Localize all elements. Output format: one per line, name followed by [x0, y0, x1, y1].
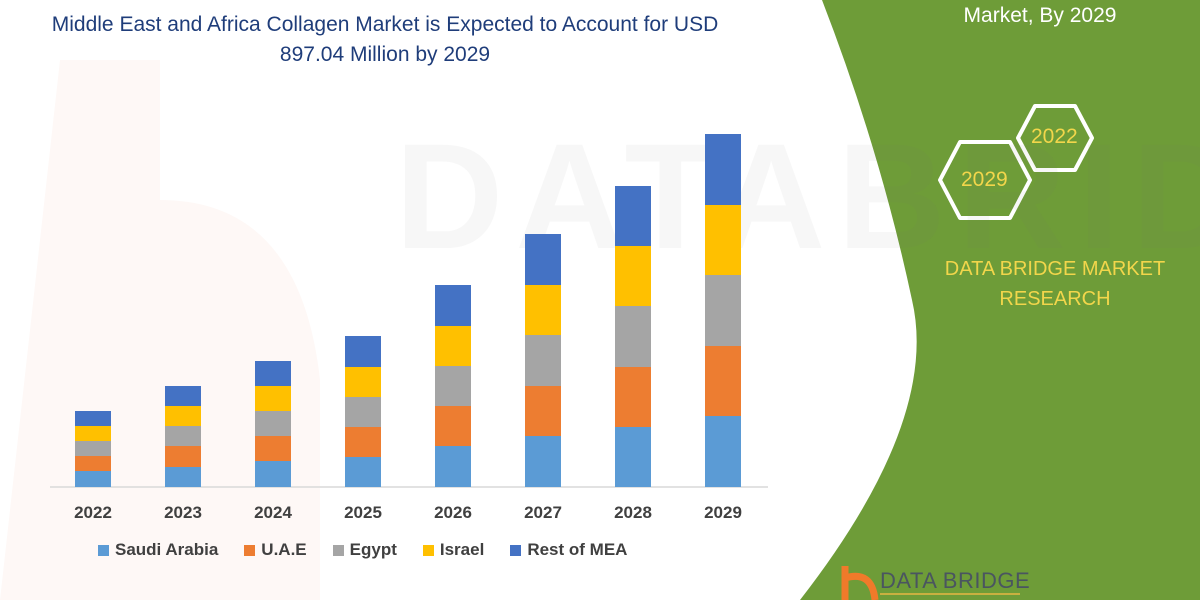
bar-segment-2023-egypt	[165, 426, 201, 446]
hexagon-2022	[1016, 104, 1094, 172]
legend-label: U.A.E	[261, 540, 307, 559]
bar-segment-2025-saudi-arabia	[345, 457, 381, 487]
bar-segment-2027-rest-of-mea	[525, 234, 561, 285]
x-tick-label: 2022	[74, 503, 112, 522]
x-tick-label: 2027	[524, 503, 562, 522]
bar-segment-2024-israel	[255, 386, 291, 411]
x-tick-label: 2025	[344, 503, 382, 522]
legend-item: Saudi Arabia	[98, 540, 218, 560]
logo-text: DATA BRIDGE	[880, 568, 1031, 593]
bar-segment-2022-u-a-e	[75, 456, 111, 471]
legend-label: Israel	[439, 540, 485, 559]
x-tick-label: 2029	[704, 503, 742, 522]
bar-segment-2025-rest-of-mea	[345, 336, 381, 367]
bar-segment-2025-israel	[345, 367, 381, 397]
bar-segment-2024-rest-of-mea	[255, 361, 291, 386]
bar-segment-2023-israel	[165, 406, 201, 426]
bar-segment-2028-egypt	[615, 306, 651, 367]
bar-segment-2027-egypt	[525, 335, 561, 386]
bar-segment-2028-u-a-e	[615, 367, 651, 427]
bar-segment-2027-u-a-e	[525, 386, 561, 436]
bar-segment-2026-israel	[435, 326, 471, 366]
legend-label: Egypt	[349, 540, 397, 559]
data-bridge-logo-icon	[841, 566, 879, 600]
legend-swatch	[510, 544, 522, 556]
hex-label-2022: 2022	[1031, 125, 1078, 148]
bar-segment-2026-egypt	[435, 366, 471, 406]
legend-item: U.A.E	[244, 540, 307, 560]
bar-segment-2028-rest-of-mea	[615, 186, 651, 246]
brand-text: DATA BRIDGE MARKET RESEARCH	[944, 258, 1166, 310]
bar-segment-2023-saudi-arabia	[165, 467, 201, 487]
chart-title: Middle East and Africa Collagen Market i…	[51, 13, 719, 66]
x-tick-label: 2028	[614, 503, 652, 522]
bar-segment-2029-u-a-e	[705, 346, 741, 416]
legend-item: Egypt	[332, 540, 397, 560]
bar-segment-2027-israel	[525, 285, 561, 335]
bar-segment-2023-u-a-e	[165, 446, 201, 467]
legend-label: Rest of MEA	[527, 540, 628, 559]
bar-segment-2023-rest-of-mea	[165, 386, 201, 406]
bar-segment-2029-egypt	[705, 275, 741, 346]
x-tick-label: 2024	[254, 503, 292, 522]
bar-segment-2028-saudi-arabia	[615, 427, 651, 487]
bar-segment-2029-rest-of-mea	[705, 134, 741, 205]
bar-segment-2029-saudi-arabia	[705, 416, 741, 487]
bar-segment-2024-u-a-e	[255, 436, 291, 461]
bar-segment-2022-egypt	[75, 441, 111, 456]
legend: Saudi Arabia U.A.E Egypt Israel Rest of MEA	[98, 540, 653, 560]
bar-segment-2024-saudi-arabia	[255, 461, 291, 487]
legend-swatch	[98, 544, 109, 556]
x-tick-label: 2023	[164, 503, 202, 522]
bar-segment-2026-saudi-arabia	[435, 446, 471, 487]
panel-heading: Market, By 2029	[963, 4, 1117, 27]
bar-segment-2026-u-a-e	[435, 406, 471, 446]
bar-segment-2027-saudi-arabia	[525, 436, 561, 487]
hexagon-2029	[938, 140, 1032, 220]
bar-segment-2025-u-a-e	[345, 427, 381, 457]
x-tick-label: 2026	[434, 503, 472, 522]
bar-segment-2022-rest-of-mea	[75, 411, 111, 426]
bar-segment-2026-rest-of-mea	[435, 285, 471, 326]
bar-segment-2028-israel	[615, 246, 651, 306]
bar-segment-2024-egypt	[255, 411, 291, 436]
bar-segment-2022-israel	[75, 426, 111, 441]
bar-segment-2022-saudi-arabia	[75, 471, 111, 487]
stacked-bar-chart: 2022 2023 2024 2025 2026 2027 2028 2029	[50, 134, 768, 522]
legend-item: Rest of MEA	[510, 540, 627, 560]
legend-label: Saudi Arabia	[115, 540, 219, 559]
bar-segment-2029-israel	[705, 205, 741, 275]
legend-swatch	[244, 544, 256, 556]
bar-segment-2025-egypt	[345, 397, 381, 427]
legend-swatch	[422, 544, 434, 556]
legend-swatch	[332, 544, 344, 556]
green-panel	[800, 0, 1200, 600]
legend-item: Israel	[422, 540, 485, 560]
hex-label-2029: 2029	[961, 168, 1008, 191]
